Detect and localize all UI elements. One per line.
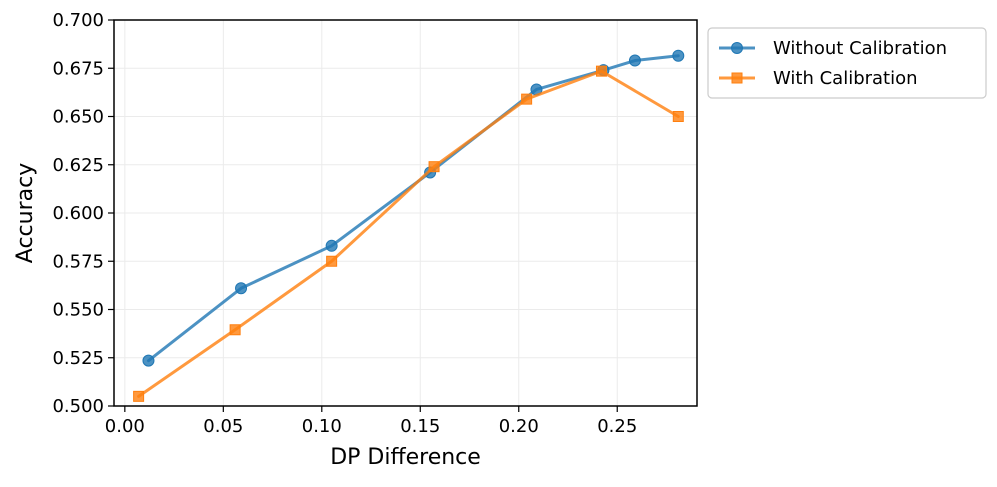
y-axis-label: Accuracy — [13, 163, 38, 263]
legend-frame — [707, 27, 987, 99]
y-tick-label: 0.625 — [52, 155, 104, 176]
x-tick-label: 0.10 — [302, 416, 342, 437]
series-1 — [133, 65, 684, 402]
legend-marker — [731, 72, 743, 84]
legend-label: With Calibration — [773, 68, 918, 89]
data-point-circle — [325, 239, 338, 252]
legend-entry: Without Calibration — [719, 38, 947, 59]
x-tick-label: 0.25 — [597, 416, 637, 437]
data-point-circle — [672, 49, 685, 62]
data-point-square — [428, 161, 440, 173]
data-point-square — [326, 255, 338, 267]
x-tick-label: 0.15 — [400, 416, 440, 437]
legend-label: Without Calibration — [773, 38, 947, 59]
data-point-square — [133, 390, 145, 402]
tick-layer: 0.00 0.05 0.10 0.15 0.20 0.25 0.500 0.525 0.550 0… — [52, 10, 637, 437]
y-tick-label: 0.600 — [52, 203, 104, 224]
x-tick-label: 0.20 — [499, 416, 539, 437]
y-tick-label: 0.675 — [52, 58, 104, 79]
data-point-square — [229, 324, 241, 336]
y-tick-label: 0.650 — [52, 107, 104, 128]
series-layer — [133, 49, 685, 402]
data-point-circle — [235, 282, 248, 295]
series-line — [146, 54, 680, 363]
legend: Without Calibration With Calibration — [707, 27, 987, 99]
legend-entry: With Calibration — [719, 68, 918, 89]
grid-layer — [114, 19, 697, 407]
y-tick-label: 0.700 — [52, 10, 104, 31]
y-tick-label: 0.500 — [52, 396, 104, 417]
data-point-square — [595, 65, 607, 77]
series-line — [137, 69, 680, 398]
y-tick-label: 0.525 — [52, 348, 104, 369]
data-point-square — [521, 93, 533, 105]
data-point-square — [672, 111, 684, 122]
series-0 — [142, 49, 685, 367]
legend-marker — [731, 42, 743, 54]
data-point-circle — [628, 54, 641, 67]
data-point-circle — [142, 354, 155, 367]
x-axis-label: DP Difference — [330, 445, 481, 470]
y-tick-label: 0.575 — [52, 251, 104, 272]
y-tick-label: 0.550 — [52, 300, 104, 321]
x-tick-label: 0.00 — [105, 416, 145, 437]
x-tick-label: 0.05 — [203, 416, 243, 437]
